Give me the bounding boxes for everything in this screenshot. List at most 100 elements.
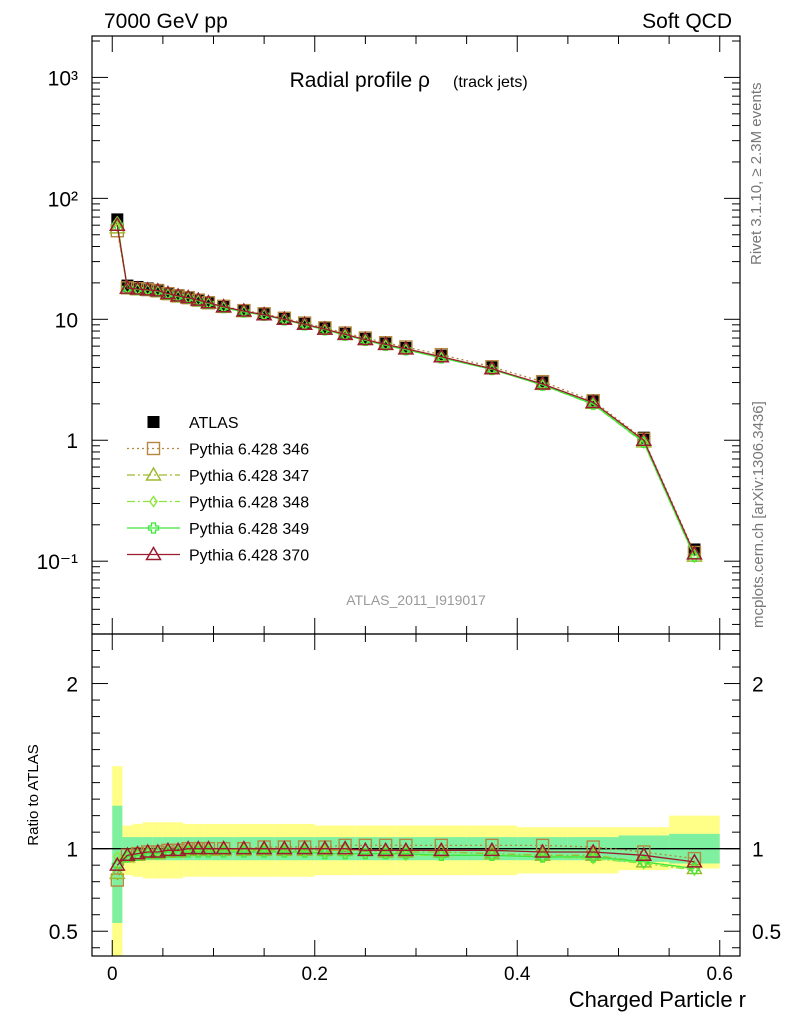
main-title: Radial profile ρ (290, 69, 430, 92)
ratio-point (169, 841, 187, 857)
data-point (129, 280, 146, 295)
y-tick-label: 1 (66, 430, 78, 453)
ratio-point (235, 840, 253, 855)
data-point (139, 281, 156, 296)
legend-marker (145, 466, 162, 481)
ratio-line (116, 848, 695, 866)
legend-marker (147, 522, 160, 534)
ratio-point (200, 840, 217, 855)
ratio-point (483, 845, 501, 860)
ratio-point (190, 840, 207, 855)
ratio-plot-area (92, 766, 740, 956)
x-tick-label: 0.2 (302, 964, 328, 985)
legend-label: Pythia 6.428 370 (189, 548, 309, 565)
ratio-point (635, 846, 653, 862)
data-point (686, 545, 703, 560)
legend-label: ATLAS (189, 415, 239, 432)
data-point (587, 398, 599, 410)
ratio-ylabel: Ratio to ATLAS (25, 744, 42, 845)
y-tick-label: 10² (48, 188, 78, 211)
ratio-point (377, 843, 394, 858)
ratio-point (358, 838, 373, 853)
legend-marker (149, 495, 158, 508)
ratio-series-4 (109, 840, 703, 871)
data-point (169, 287, 187, 302)
ratio-point (584, 843, 602, 858)
series-line (116, 225, 695, 555)
ratio-y-tick-label-right: 2 (752, 674, 764, 697)
ratio-point (357, 841, 374, 857)
ratio-point (686, 853, 703, 868)
legend-label: Pythia 6.428 349 (189, 521, 309, 538)
legend-item: Pythia 6.428 347 (127, 466, 309, 485)
data-point (357, 331, 374, 346)
legend-item: Pythia 6.428 349 (127, 521, 309, 538)
ratio-point (338, 838, 352, 853)
ratio-panel: 0.5 0.5 1 1 2 2 0 0.2 0.4 0.6 Ratio to ATLAS Char… (25, 633, 781, 1012)
y-tick-label: 10³ (48, 67, 78, 90)
x-tick-label: 0.6 (707, 964, 733, 985)
x-tick-label: 0 (107, 964, 118, 985)
data-point (296, 315, 313, 331)
legend-item: ATLAS (147, 415, 239, 432)
ratio-y-tick-label: 0.5 (49, 921, 78, 944)
data-point (235, 302, 253, 317)
ratio-line (116, 851, 695, 870)
rivet-label: Rivet 3.1.10, ≥ 2.3M events (748, 83, 765, 266)
mcplots-label: mcplots.cern.ch [arXiv:1306.3436] (750, 401, 767, 628)
legend-label: Pythia 6.428 346 (189, 442, 309, 459)
data-point (200, 294, 217, 309)
main-axis-ticks: 10⁻¹ 1 10 10² 10³ (37, 36, 740, 634)
ratio-point (316, 840, 334, 855)
data-point (119, 279, 136, 294)
ratio-point (109, 864, 126, 880)
data-point (336, 325, 354, 341)
data-point (190, 291, 207, 306)
ratio-point (110, 873, 125, 887)
data-point (276, 310, 293, 326)
ratio-point (159, 841, 177, 857)
x-tick-label: 0.4 (504, 964, 531, 985)
data-point (179, 289, 197, 304)
ratio-point (149, 843, 167, 858)
data-point (534, 375, 551, 390)
data-point (316, 320, 334, 335)
legend-label: Pythia 6.428 347 (189, 468, 309, 485)
data-point (584, 394, 602, 409)
ratio-point (584, 846, 602, 862)
legend-item: Pythia 6.428 346 (127, 442, 309, 459)
ratio-point (276, 840, 293, 855)
data-point (483, 360, 501, 375)
ratio-point (483, 841, 501, 857)
ratio-frame (91, 633, 741, 957)
ratio-point (377, 841, 394, 857)
ratio-point (255, 840, 273, 855)
legend-item: Pythia 6.428 370 (127, 546, 309, 565)
ratio-y-tick-label: 1 (66, 839, 78, 862)
y-tick-label: 10 (55, 309, 78, 332)
data-point (433, 348, 450, 363)
legend-marker (147, 416, 160, 428)
data-point (159, 285, 177, 300)
series-5 (109, 216, 703, 560)
ratio-point (119, 846, 136, 862)
analysis-watermark: ATLAS_2011_I919017 (346, 592, 486, 608)
main-frame (91, 35, 741, 635)
ratio-point (109, 856, 126, 871)
data-point (255, 306, 273, 321)
ratio-y-tick-label-right: 0.5 (752, 921, 781, 944)
header-right: Soft QCD (642, 10, 732, 33)
ratio-point (336, 840, 354, 855)
ratio-y-tick-label-right: 1 (752, 839, 764, 862)
ratio-point (112, 850, 122, 864)
ratio-axis-ticks: 0.5 0.5 1 1 2 2 0 0.2 0.4 0.6 (49, 634, 781, 985)
ratio-y-tick-label: 2 (66, 674, 78, 697)
ratio-point (397, 843, 415, 858)
data-point (109, 216, 126, 231)
legend-label: Pythia 6.428 348 (189, 495, 309, 512)
data-point (690, 550, 699, 564)
ratio-point (215, 840, 232, 855)
data-point (397, 340, 415, 355)
data-point (377, 335, 394, 351)
